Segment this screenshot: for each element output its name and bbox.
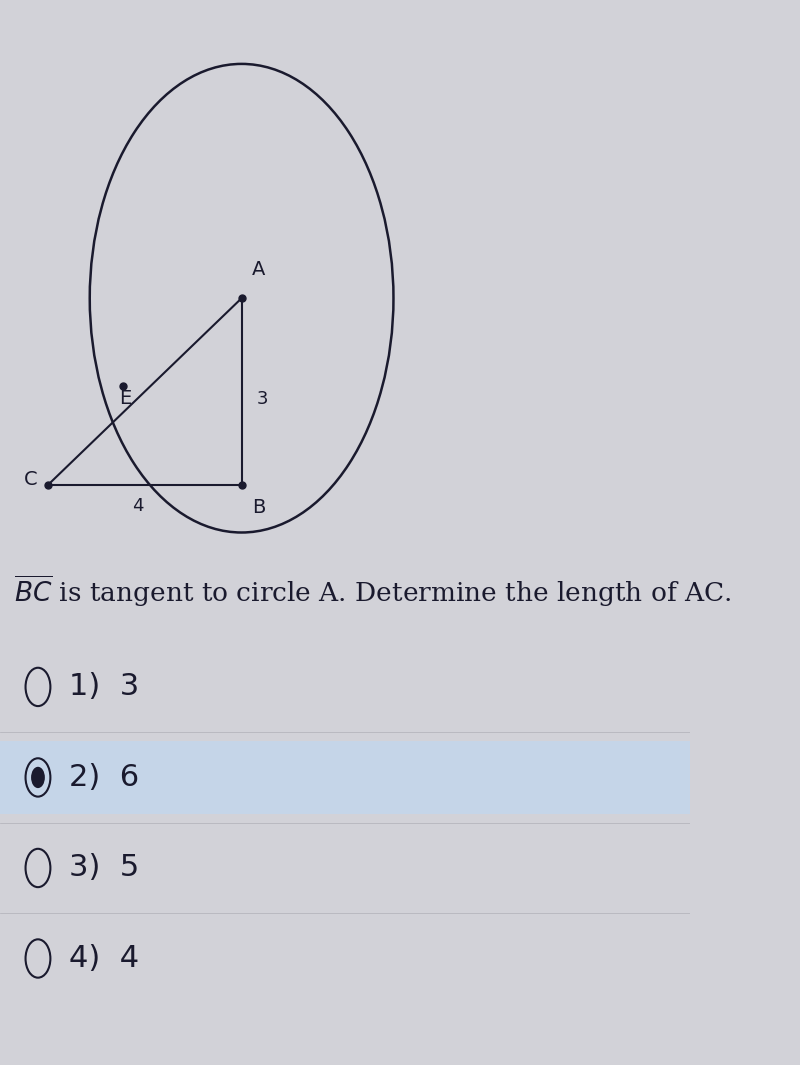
Text: 3: 3 xyxy=(257,391,268,408)
Text: 3)  5: 3) 5 xyxy=(69,853,139,883)
Text: 4)  4: 4) 4 xyxy=(69,944,139,973)
Text: 1)  3: 1) 3 xyxy=(69,672,139,702)
Circle shape xyxy=(31,767,45,788)
Bar xyxy=(0,741,690,814)
Text: 2)  6: 2) 6 xyxy=(69,763,139,792)
Text: 4: 4 xyxy=(132,497,144,514)
Text: B: B xyxy=(252,498,266,518)
Text: E: E xyxy=(119,389,131,408)
Text: $\overline{BC}$ is tangent to circle A. Determine the length of AC.: $\overline{BC}$ is tangent to circle A. … xyxy=(14,573,731,609)
Text: C: C xyxy=(24,470,38,489)
Text: A: A xyxy=(252,260,266,279)
